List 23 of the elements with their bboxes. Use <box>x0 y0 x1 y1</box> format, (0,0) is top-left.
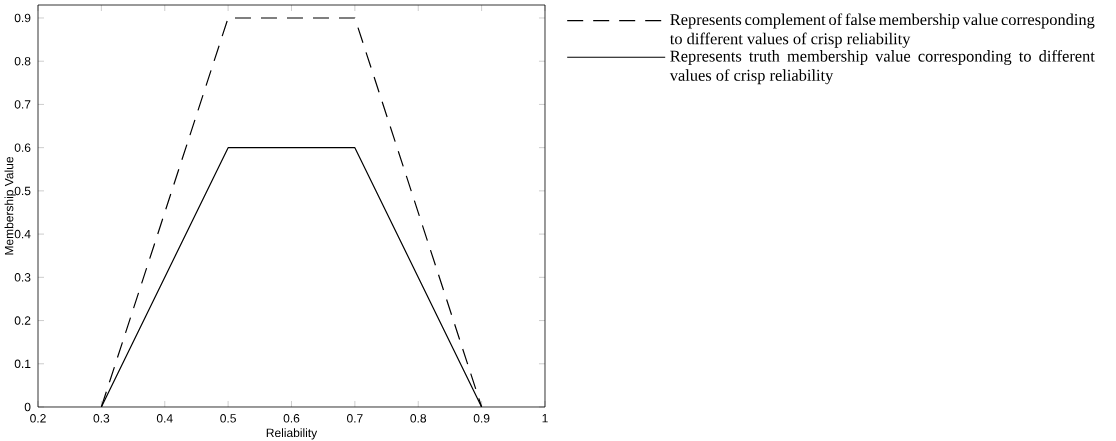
x-tick-label: 1 <box>542 414 548 423</box>
x-tick-label: 0.9 <box>473 414 490 423</box>
x-tick-label: 0.4 <box>156 414 173 423</box>
x-tick-label: 0.8 <box>410 414 427 423</box>
y-tick-label: 0.1 <box>14 359 31 369</box>
x-axis-title: Reliability <box>266 428 318 440</box>
y-tick-label: 0.4 <box>14 229 31 239</box>
y-tick-label: 0.9 <box>14 13 31 23</box>
x-tick-label: 0.3 <box>93 414 110 423</box>
text: Represents truth membership value corresponding to different values of crisp reliability <box>669 49 1095 85</box>
y-axis-title: Membership Value <box>4 156 16 255</box>
y-tick-label: 0.6 <box>14 143 31 152</box>
y-tick-label: 0.7 <box>14 100 31 109</box>
y-tick-label: 0.5 <box>14 186 31 196</box>
x-tick-label: 0.7 <box>347 414 363 423</box>
y-tick-label: 0.8 <box>14 56 31 66</box>
x-tick-label: 0.2 <box>30 414 46 423</box>
x-tick-label: 0.6 <box>283 414 300 423</box>
y-tick-label: 0.3 <box>14 273 31 282</box>
x-tick-label: 0.5 <box>220 414 236 423</box>
y-tick-label: 0.2 <box>14 316 31 325</box>
y-tick-label: 0 <box>24 402 31 412</box>
text: Represents complement of false membership value corresponding to different values of crisp reliability <box>669 13 1095 48</box>
